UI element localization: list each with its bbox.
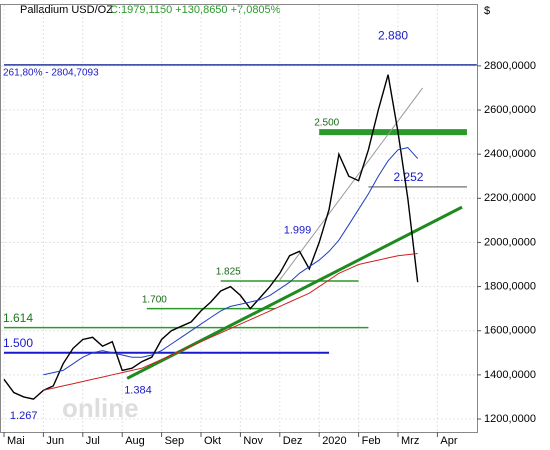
- level-label: 1.614: [3, 311, 33, 325]
- x-tick-label: Mai: [7, 435, 25, 447]
- level-label: 1.500: [3, 336, 33, 350]
- level-label: 2.500: [314, 118, 339, 129]
- x-tick-label: Feb: [362, 435, 381, 447]
- plot-frame: [0, 4, 478, 433]
- x-tick-label: Aug: [125, 435, 145, 447]
- x-tick-label: Mrz: [401, 435, 419, 447]
- y-tick-label: 2000,0000: [484, 236, 536, 248]
- chart-title: Palladium USD/OZ: [20, 4, 113, 16]
- x-tick-label: Jul: [86, 435, 100, 447]
- price-label: 1.267: [10, 410, 38, 422]
- y-tick-label: 1400,0000: [484, 369, 536, 381]
- x-tick-label: Dez: [283, 435, 303, 447]
- series-line: [43, 147, 419, 376]
- series-line: [43, 253, 418, 391]
- x-tick-label: Nov: [243, 435, 263, 447]
- y-tick-label: 2400,0000: [484, 148, 536, 160]
- level-label: 1.825: [216, 267, 241, 278]
- y-tick-label: 2200,0000: [484, 192, 536, 204]
- y-axis-label: $: [484, 5, 490, 17]
- price-label: 2.880: [378, 28, 408, 42]
- x-tick-label: Okt: [204, 435, 221, 447]
- y-tick-label: 2600,0000: [484, 104, 536, 116]
- level-label: 1.700: [142, 294, 167, 305]
- x-tick-label: Apr: [440, 435, 457, 447]
- x-tick-label: Sep: [165, 435, 185, 447]
- trendline: [279, 87, 424, 281]
- series-line: [3, 74, 419, 400]
- x-tick-label: 2020: [322, 435, 346, 447]
- y-tick-label: 1600,0000: [484, 325, 536, 337]
- level-label: 261,80% - 2804,7093: [3, 68, 99, 79]
- y-tick-label: 2800,0000: [484, 60, 536, 72]
- level-label: 2.252: [393, 170, 423, 184]
- watermark: online: [62, 393, 139, 423]
- y-tick-label: 1800,0000: [484, 280, 536, 292]
- chart-subtitle: C:1979,1150 +130,8650 +7,0805%: [110, 4, 281, 16]
- price-label: 1.999: [284, 225, 312, 237]
- y-tick-label: 1200,0000: [484, 413, 536, 425]
- price-label: 1.384: [124, 384, 152, 396]
- x-tick-label: Jun: [46, 435, 64, 447]
